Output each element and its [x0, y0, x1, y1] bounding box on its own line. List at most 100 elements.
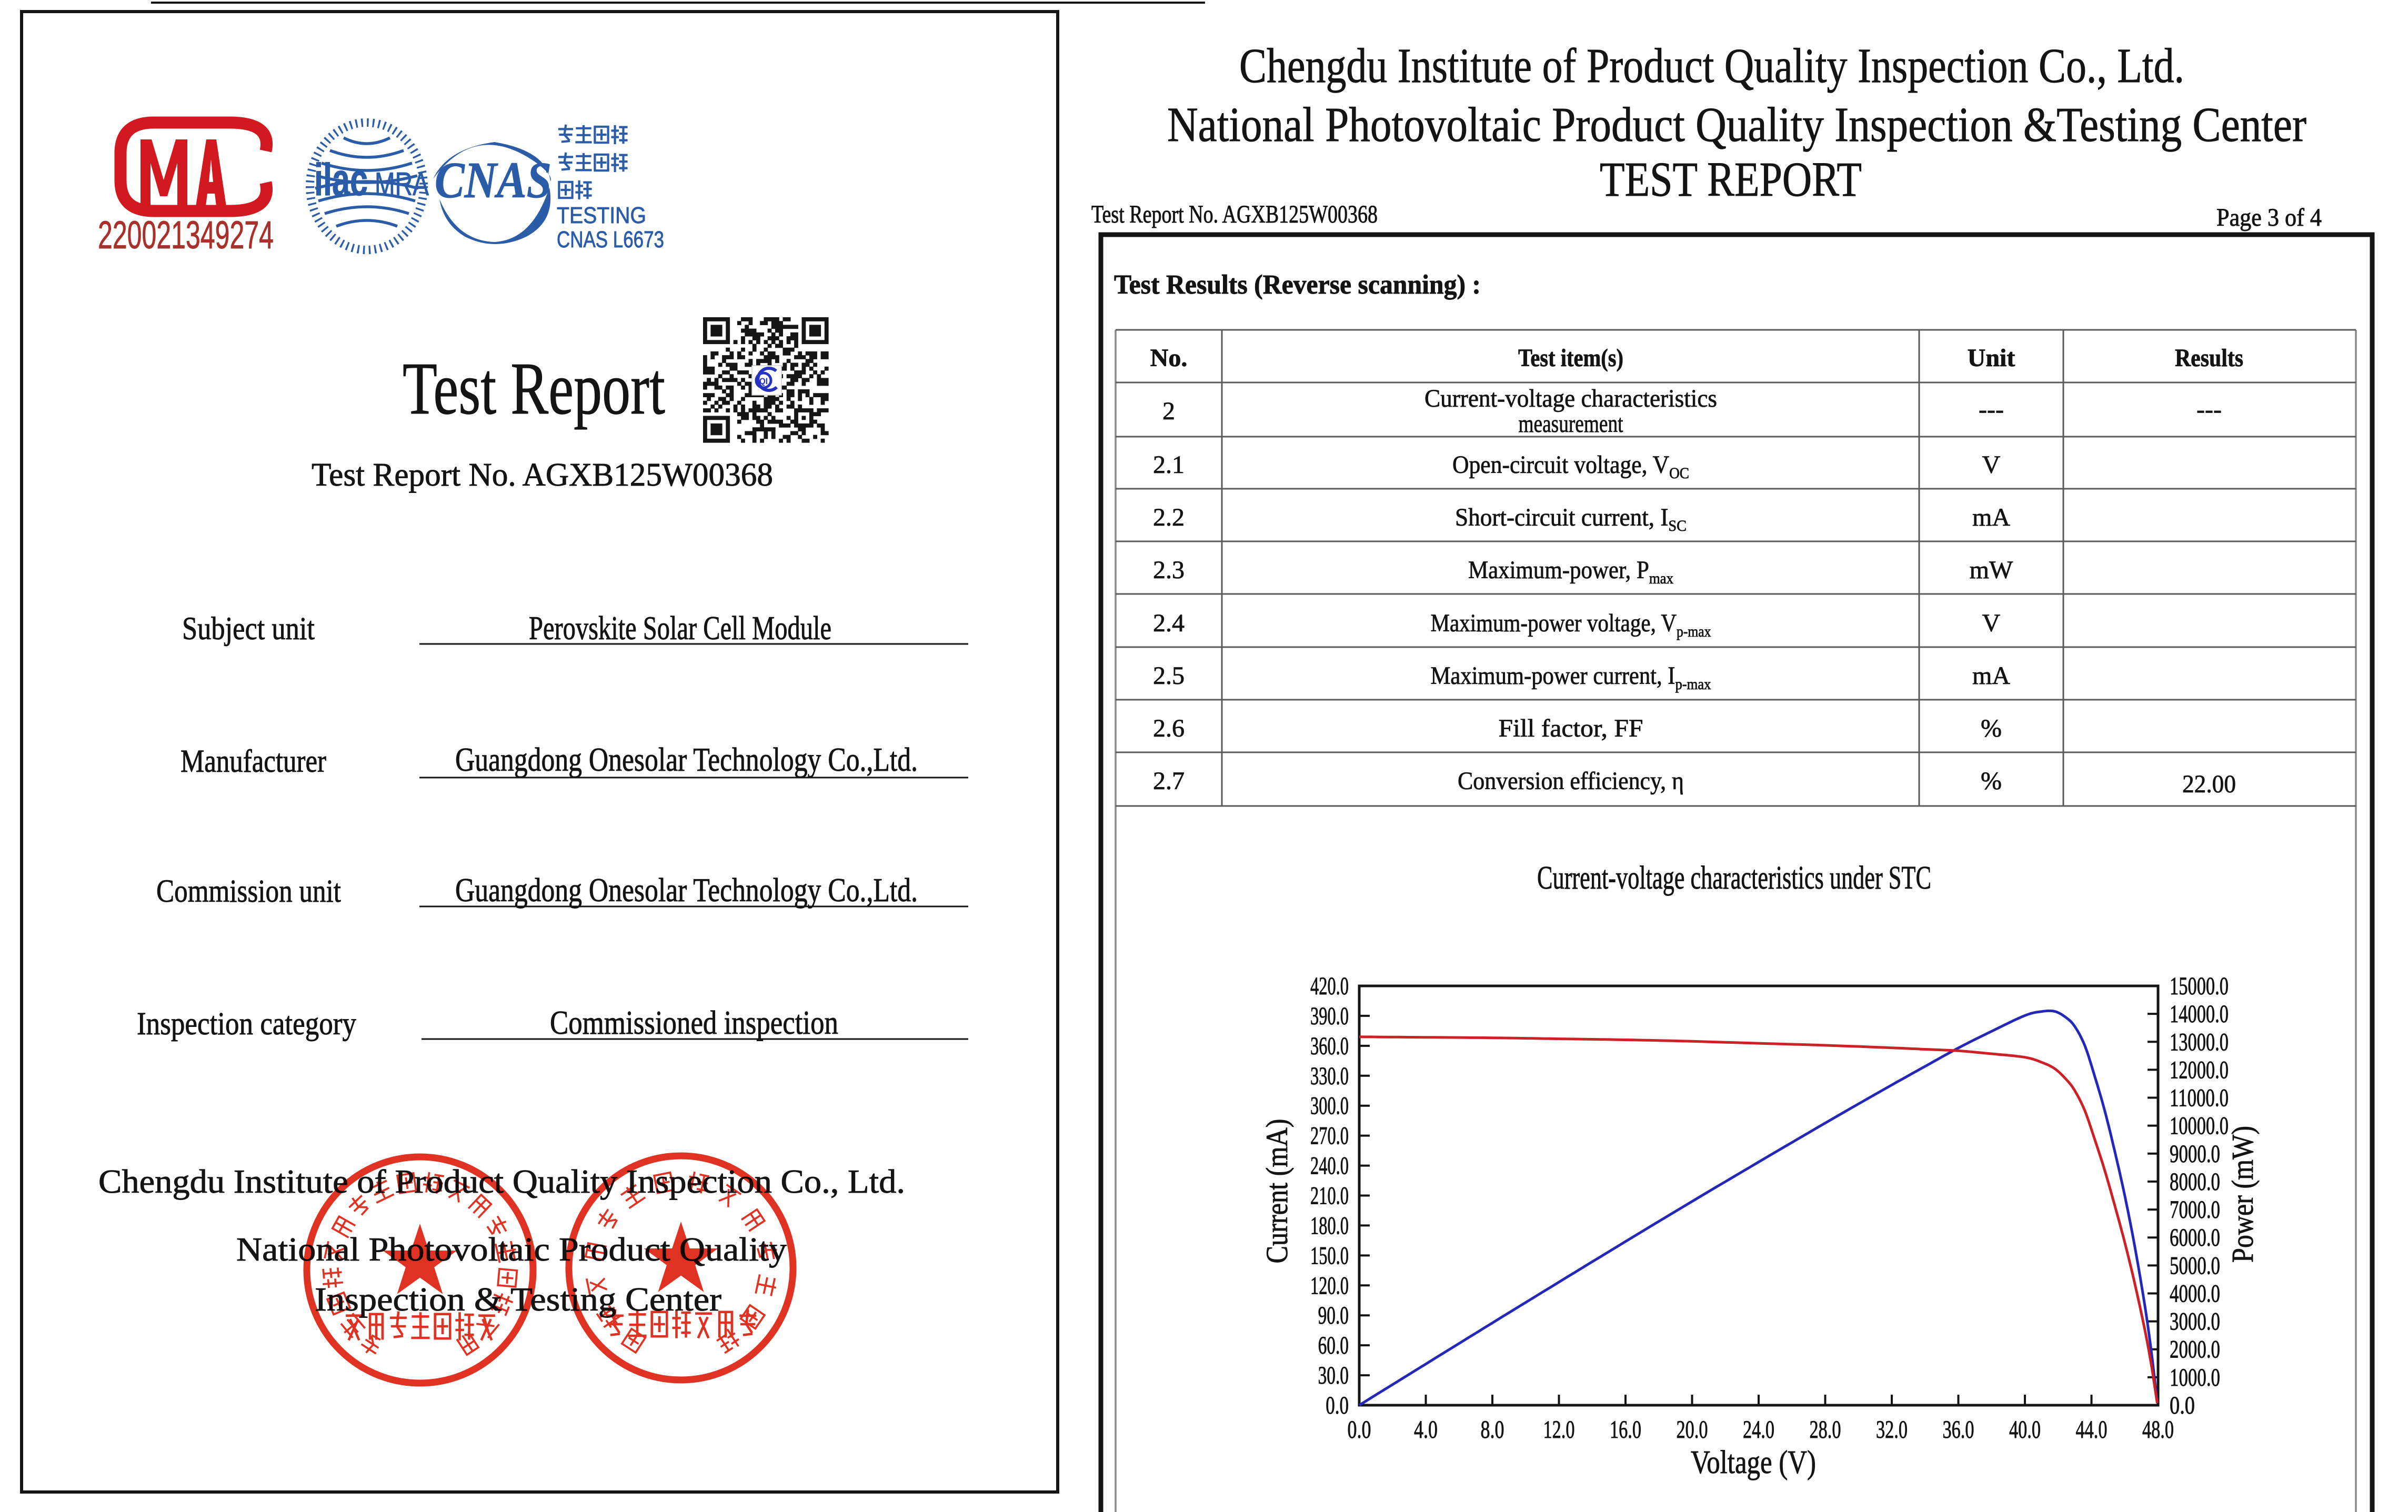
svg-text:Commission unit: Commission unit [156, 874, 341, 909]
svg-text:Test Report No. AGXB125W00368: Test Report No. AGXB125W00368 [1091, 200, 1378, 228]
svg-text:44.0: 44.0 [2076, 1416, 2108, 1444]
svg-text:Open-circuit voltage, VOC: Open-circuit voltage, VOC [1452, 451, 1689, 482]
svg-text:Fill factor, FF: Fill factor, FF [1499, 714, 1643, 742]
svg-text:TEST REPORT: TEST REPORT [1600, 153, 1862, 207]
svg-text:Test Results (Reverse scanning: Test Results (Reverse scanning) : [1114, 270, 1481, 300]
svg-text:CNAS L6673: CNAS L6673 [557, 227, 664, 253]
svg-text:420.0: 420.0 [1310, 972, 1349, 1000]
svg-text:Maximum-power voltage, Vp-max: Maximum-power voltage, Vp-max [1431, 609, 1711, 640]
svg-text:2.2: 2.2 [1153, 503, 1185, 531]
svg-text:6000.0: 6000.0 [2170, 1224, 2220, 1252]
svg-text:CNAS: CNAS [435, 152, 551, 209]
svg-text:Current (mA): Current (mA) [1260, 1119, 1294, 1264]
svg-text:Inspection category: Inspection category [137, 1006, 356, 1042]
svg-text:---: --- [1979, 396, 2004, 424]
svg-text:11000.0: 11000.0 [2170, 1084, 2229, 1112]
svg-text:12.0: 12.0 [1543, 1416, 1575, 1444]
svg-text:TESTING: TESTING [557, 203, 646, 228]
svg-text:4000.0: 4000.0 [2170, 1279, 2220, 1307]
svg-text:MRA: MRA [375, 166, 429, 203]
svg-text:240.0: 240.0 [1310, 1152, 1349, 1180]
svg-text:Perovskite Solar Cell Module: Perovskite Solar Cell Module [529, 610, 831, 647]
svg-text:Test Report No. AGXB125W00368: Test Report No. AGXB125W00368 [312, 457, 773, 493]
svg-text:10000.0: 10000.0 [2170, 1112, 2229, 1140]
svg-text:Current-voltage characteristic: Current-voltage characteristics under ST… [1537, 860, 1931, 896]
svg-text:16.0: 16.0 [1610, 1416, 1641, 1444]
svg-text:0.0: 0.0 [1348, 1416, 1371, 1444]
svg-text:180.0: 180.0 [1310, 1212, 1349, 1239]
svg-text:120.0: 120.0 [1310, 1272, 1349, 1299]
svg-text:Current-voltage characteristic: Current-voltage characteristics [1424, 385, 1717, 412]
svg-text:ilac: ilac [314, 155, 368, 205]
svg-text:Test Report: Test Report [403, 347, 665, 430]
svg-text:220021349274: 220021349274 [98, 213, 274, 257]
svg-text:14000.0: 14000.0 [2170, 1000, 2229, 1028]
svg-text:3000.0: 3000.0 [2170, 1308, 2220, 1336]
svg-text:Test item(s): Test item(s) [1518, 344, 1623, 372]
svg-text:Subject unit: Subject unit [182, 611, 315, 647]
svg-text:2.3: 2.3 [1153, 556, 1185, 584]
svg-text:15000.0: 15000.0 [2170, 972, 2229, 1000]
svg-text:390.0: 390.0 [1310, 1002, 1349, 1030]
svg-text:330.0: 330.0 [1310, 1062, 1349, 1090]
svg-text:Unit: Unit [1968, 344, 2015, 372]
svg-text:V: V [1982, 451, 2001, 479]
svg-text:Voltage (V): Voltage (V) [1691, 1445, 1816, 1480]
svg-text:12000.0: 12000.0 [2170, 1056, 2229, 1084]
svg-text:Maximum-power current, Ip-max: Maximum-power current, Ip-max [1431, 662, 1711, 693]
svg-text:2.6: 2.6 [1153, 714, 1185, 742]
svg-text:36.0: 36.0 [1943, 1416, 1974, 1444]
svg-text:2.7: 2.7 [1153, 767, 1185, 795]
svg-text:National Photovoltaic Product: National Photovoltaic Product Quality In… [1167, 98, 2306, 152]
svg-text:QI: QI [759, 376, 768, 386]
svg-text:Page 3 of 4: Page 3 of 4 [2216, 204, 2322, 231]
svg-text:300.0: 300.0 [1310, 1092, 1349, 1120]
svg-text:2.4: 2.4 [1153, 609, 1185, 637]
svg-text:4.0: 4.0 [1414, 1416, 1438, 1444]
svg-text:Manufacturer: Manufacturer [180, 744, 326, 779]
svg-text:Chengdu Institute of Product Q: Chengdu Institute of Product Quality Ins… [1239, 39, 2184, 93]
svg-text:90.0: 90.0 [1318, 1302, 1349, 1329]
svg-text:60.0: 60.0 [1318, 1332, 1349, 1359]
svg-text:20.0: 20.0 [1677, 1416, 1708, 1444]
svg-text:5000.0: 5000.0 [2170, 1252, 2220, 1279]
svg-text:Results: Results [2175, 344, 2243, 372]
svg-text:Guangdong Onesolar Technology: Guangdong Onesolar Technology Co.,Ltd. [455, 741, 918, 778]
svg-text:0.0: 0.0 [1326, 1392, 1349, 1419]
svg-text:22.00: 22.00 [2182, 770, 2236, 798]
svg-text:150.0: 150.0 [1310, 1242, 1349, 1269]
svg-text:2: 2 [1162, 397, 1175, 425]
svg-text:Guangdong Onesolar Technology: Guangdong Onesolar Technology Co.,Ltd. [455, 872, 918, 909]
svg-text:Maximum-power, Pmax: Maximum-power, Pmax [1468, 556, 1673, 587]
svg-text:24.0: 24.0 [1743, 1416, 1774, 1444]
svg-text:mA: mA [1972, 503, 2010, 531]
svg-text:210.0: 210.0 [1310, 1182, 1349, 1210]
svg-text:9000.0: 9000.0 [2170, 1140, 2220, 1168]
svg-text:Conversion efficiency, η: Conversion efficiency, η [1458, 767, 1684, 795]
svg-text:270.0: 270.0 [1310, 1122, 1349, 1150]
svg-text:8.0: 8.0 [1481, 1416, 1504, 1444]
svg-text:7000.0: 7000.0 [2170, 1196, 2220, 1224]
svg-text:48.0: 48.0 [2142, 1416, 2174, 1444]
svg-text:32.0: 32.0 [1876, 1416, 1908, 1444]
svg-text:measurement: measurement [1519, 410, 1624, 438]
svg-text:30.0: 30.0 [1318, 1362, 1349, 1389]
svg-text:2.1: 2.1 [1153, 451, 1185, 479]
svg-text:No.: No. [1150, 344, 1188, 372]
svg-text:360.0: 360.0 [1310, 1032, 1349, 1060]
svg-text:0.0: 0.0 [2170, 1392, 2195, 1419]
svg-text:%: % [1981, 714, 2002, 742]
svg-text:2000.0: 2000.0 [2170, 1336, 2220, 1364]
svg-text:Short-circuit current, ISC: Short-circuit current, ISC [1455, 503, 1687, 535]
svg-text:mA: mA [1972, 662, 2010, 690]
svg-text:mW: mW [1970, 556, 2013, 584]
svg-text:40.0: 40.0 [2009, 1416, 2041, 1444]
svg-text:13000.0: 13000.0 [2170, 1028, 2229, 1056]
svg-text:28.0: 28.0 [1810, 1416, 1841, 1444]
svg-text:V: V [1982, 609, 2001, 637]
svg-text:1000.0: 1000.0 [2170, 1364, 2220, 1392]
svg-text:---: --- [2196, 396, 2222, 424]
svg-text:Chengdu Institute of Product Q: Chengdu Institute of Product Quality Ins… [98, 1163, 905, 1200]
svg-text:Power (mW): Power (mW) [2225, 1126, 2260, 1263]
svg-text:8000.0: 8000.0 [2170, 1168, 2220, 1196]
